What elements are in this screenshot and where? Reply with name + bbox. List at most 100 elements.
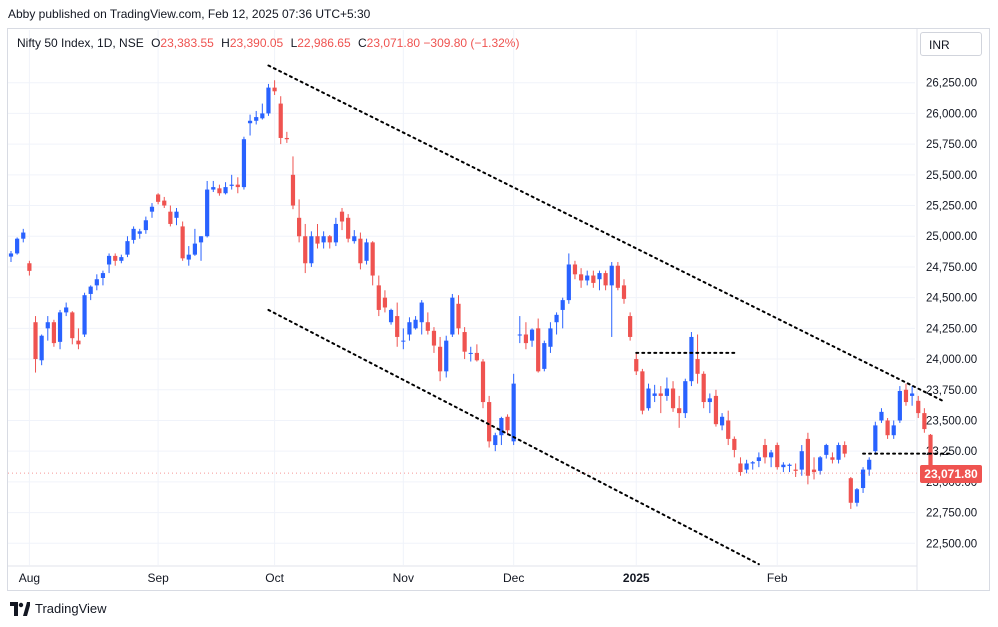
candle-body <box>456 303 461 329</box>
candle-body <box>762 445 768 458</box>
candle-body <box>223 187 228 194</box>
y-tick-label: 22,500.00 <box>926 538 977 550</box>
candle-body <box>235 184 240 188</box>
candle-body <box>94 279 99 286</box>
candle-body <box>82 295 87 335</box>
candle-body <box>33 322 38 360</box>
candle-body <box>333 223 338 243</box>
candle-body <box>106 255 112 265</box>
candle-body <box>198 236 204 243</box>
candle-body <box>781 464 786 468</box>
candle-body <box>76 340 81 345</box>
y-tick-label: 25,250.00 <box>926 201 977 213</box>
candle-body <box>211 187 216 190</box>
close-value: 23,071.80 <box>366 36 421 50</box>
candle-body <box>775 445 780 468</box>
candle-body <box>438 346 443 372</box>
candle-body <box>376 285 381 310</box>
candle-body <box>658 393 663 396</box>
change-value: −309.80 (−1.32%) <box>423 36 520 50</box>
last-price-label: 23,071.80 <box>920 465 982 483</box>
candle-body <box>726 420 731 439</box>
candle-body <box>572 264 578 275</box>
currency-selector[interactable]: INR <box>920 32 982 56</box>
candle-body <box>713 395 719 425</box>
candle-body <box>701 373 706 403</box>
candle-body <box>205 189 210 237</box>
candle-body <box>670 388 676 409</box>
high-key: H <box>221 36 230 50</box>
candle-body <box>431 330 437 346</box>
candle-body <box>113 255 118 261</box>
symbol-label: Nifty 50 Index, 1D, NSE <box>17 36 144 50</box>
candle-body <box>744 463 749 470</box>
candle-body <box>597 273 602 280</box>
candle-body <box>125 241 130 255</box>
candle-body <box>585 275 590 281</box>
candle-body <box>143 220 148 231</box>
candle-body <box>897 390 902 421</box>
candle-body <box>873 425 878 452</box>
publisher-line: Abby published on TradingView.com, Feb 1… <box>8 7 371 21</box>
candle-body <box>732 438 737 450</box>
candle-body <box>793 469 798 471</box>
candle-body <box>848 478 853 503</box>
candle-body <box>382 297 388 308</box>
candle-body <box>186 254 191 260</box>
candle-body <box>413 319 418 329</box>
candle-body <box>321 236 326 243</box>
y-tick-label: 23,250.00 <box>926 446 977 458</box>
chart-frame <box>7 28 990 591</box>
candle-body <box>769 452 774 458</box>
candle-body <box>303 236 308 264</box>
candle-body <box>903 389 909 403</box>
candle-body <box>707 398 712 403</box>
candle-body <box>57 312 63 342</box>
candle-body <box>646 388 651 409</box>
candle-body <box>548 328 553 347</box>
candle-body <box>824 445 829 455</box>
y-tick-label: 24,500.00 <box>926 293 977 305</box>
candle-body <box>621 285 627 299</box>
candle-body <box>358 238 363 264</box>
y-tick-label: 26,250.00 <box>926 78 977 90</box>
y-tick-label: 24,000.00 <box>926 354 977 366</box>
candle-body <box>156 194 161 202</box>
x-tick-label: Feb <box>767 571 788 585</box>
candle-body <box>315 236 320 244</box>
candle-body <box>683 381 688 414</box>
x-tick-label: Oct <box>265 571 284 585</box>
candle-body <box>450 297 455 335</box>
candle-body <box>818 457 823 471</box>
candle-body <box>695 359 700 374</box>
candle-body <box>45 322 50 329</box>
candle-body <box>131 228 136 240</box>
candle-body <box>247 120 253 124</box>
candle-body <box>468 352 473 354</box>
candle-body <box>493 435 498 446</box>
candle-body <box>560 300 565 310</box>
candle-body <box>615 265 620 288</box>
candle-body <box>480 361 486 403</box>
candle-body <box>297 217 302 237</box>
candle-body <box>578 274 584 281</box>
tradingview-brand[interactable]: TradingView <box>10 601 107 616</box>
candle-body <box>15 238 20 254</box>
candle-body <box>719 416 725 426</box>
candle-body <box>523 334 529 344</box>
candle-body <box>505 416 510 431</box>
candle-body <box>474 352 479 361</box>
candle-body <box>628 316 633 337</box>
candle-body <box>266 87 271 114</box>
candle-body <box>168 211 173 224</box>
candle-body <box>254 117 259 121</box>
candle-body <box>787 464 792 466</box>
candle-body <box>517 334 522 336</box>
x-tick-label: Aug <box>19 571 40 585</box>
candle-body <box>27 263 32 271</box>
candle-body <box>836 445 841 460</box>
candle-body <box>346 217 351 239</box>
candle-body <box>634 359 639 372</box>
candle-body <box>860 469 866 489</box>
